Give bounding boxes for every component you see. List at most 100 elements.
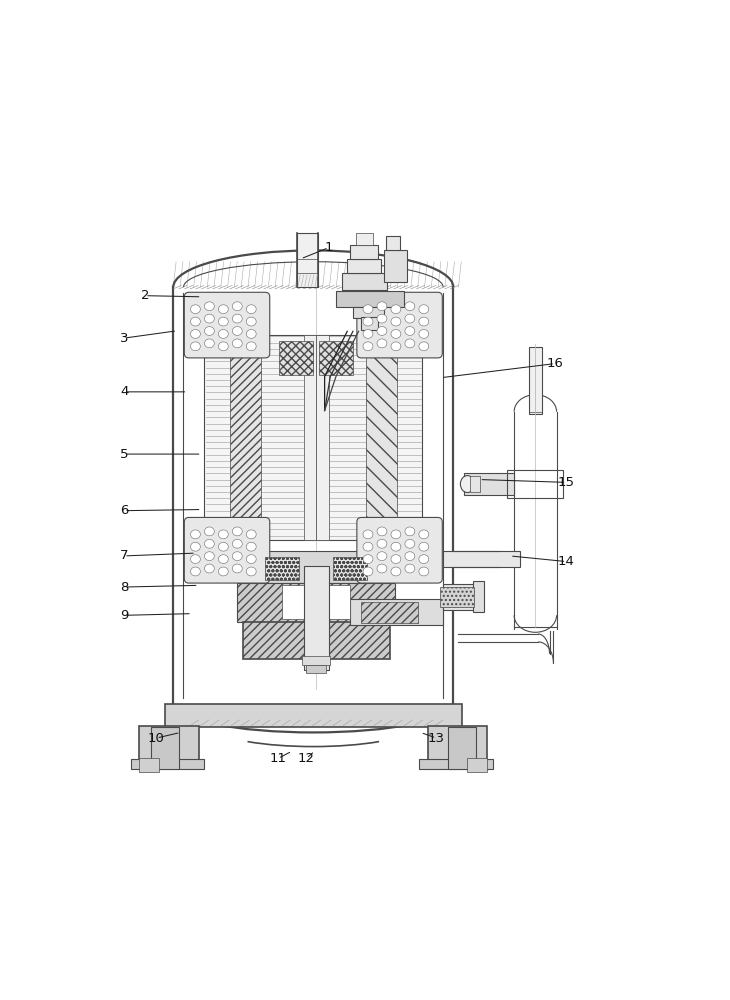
- Ellipse shape: [405, 302, 415, 311]
- Text: 1: 1: [325, 241, 333, 254]
- Bar: [347, 259, 381, 273]
- Bar: [440, 587, 474, 607]
- Bar: [139, 758, 159, 772]
- Bar: [333, 557, 367, 580]
- Ellipse shape: [218, 542, 228, 551]
- Bar: [507, 470, 564, 498]
- Bar: [304, 566, 328, 670]
- Text: 15: 15: [558, 476, 575, 489]
- Bar: [336, 291, 404, 307]
- Bar: [280, 341, 313, 375]
- Ellipse shape: [363, 542, 373, 551]
- Bar: [297, 233, 318, 287]
- Bar: [150, 727, 179, 769]
- FancyBboxPatch shape: [184, 292, 270, 358]
- Bar: [139, 726, 199, 764]
- Ellipse shape: [232, 314, 242, 323]
- Ellipse shape: [191, 542, 200, 551]
- Ellipse shape: [363, 330, 373, 338]
- Ellipse shape: [377, 314, 387, 323]
- Ellipse shape: [246, 330, 256, 338]
- Ellipse shape: [377, 552, 387, 561]
- Ellipse shape: [461, 476, 474, 493]
- Ellipse shape: [377, 327, 387, 335]
- Bar: [283, 585, 350, 619]
- Ellipse shape: [391, 317, 401, 326]
- Ellipse shape: [391, 555, 401, 564]
- Ellipse shape: [232, 327, 242, 335]
- Ellipse shape: [232, 527, 242, 536]
- Bar: [384, 250, 407, 282]
- Ellipse shape: [191, 317, 200, 326]
- Ellipse shape: [191, 330, 200, 338]
- Ellipse shape: [419, 567, 429, 576]
- Ellipse shape: [377, 302, 387, 311]
- Bar: [428, 726, 488, 764]
- Bar: [361, 602, 418, 623]
- Ellipse shape: [204, 327, 215, 335]
- Bar: [350, 245, 378, 259]
- Bar: [366, 341, 397, 534]
- Text: 16: 16: [547, 357, 564, 370]
- Ellipse shape: [246, 542, 256, 551]
- Ellipse shape: [218, 342, 228, 351]
- Ellipse shape: [246, 567, 256, 576]
- Bar: [316, 335, 328, 540]
- Bar: [342, 273, 387, 290]
- Ellipse shape: [204, 339, 215, 348]
- Bar: [464, 473, 514, 495]
- Ellipse shape: [391, 342, 401, 351]
- Text: 10: 10: [148, 732, 165, 745]
- Ellipse shape: [204, 564, 215, 573]
- Ellipse shape: [419, 342, 429, 351]
- Bar: [356, 233, 373, 245]
- Ellipse shape: [218, 555, 228, 564]
- Ellipse shape: [204, 539, 215, 548]
- Ellipse shape: [246, 342, 256, 351]
- Ellipse shape: [405, 339, 415, 348]
- Bar: [353, 307, 384, 318]
- Ellipse shape: [246, 305, 256, 314]
- Ellipse shape: [218, 330, 228, 338]
- Bar: [254, 551, 378, 583]
- Text: 12: 12: [298, 752, 315, 765]
- Text: 7: 7: [120, 549, 128, 562]
- Ellipse shape: [363, 530, 373, 539]
- Text: 8: 8: [120, 581, 128, 594]
- Bar: [447, 727, 476, 769]
- Ellipse shape: [391, 567, 401, 576]
- Bar: [470, 476, 480, 492]
- FancyBboxPatch shape: [357, 517, 442, 583]
- Ellipse shape: [218, 317, 228, 326]
- Bar: [420, 759, 493, 769]
- Ellipse shape: [363, 342, 373, 351]
- Bar: [204, 335, 422, 540]
- Ellipse shape: [191, 567, 200, 576]
- Ellipse shape: [232, 552, 242, 561]
- Ellipse shape: [419, 542, 429, 551]
- Text: 11: 11: [269, 752, 286, 765]
- Ellipse shape: [377, 539, 387, 548]
- Ellipse shape: [363, 555, 373, 564]
- Bar: [265, 557, 299, 580]
- Bar: [237, 583, 396, 622]
- Ellipse shape: [246, 555, 256, 564]
- Ellipse shape: [419, 530, 429, 539]
- Bar: [443, 551, 520, 567]
- Ellipse shape: [191, 555, 200, 564]
- Ellipse shape: [391, 305, 401, 314]
- Bar: [385, 236, 400, 250]
- Ellipse shape: [218, 530, 228, 539]
- Ellipse shape: [218, 305, 228, 314]
- Ellipse shape: [419, 330, 429, 338]
- Text: 5: 5: [120, 448, 128, 461]
- Ellipse shape: [391, 330, 401, 338]
- Ellipse shape: [204, 314, 215, 323]
- Bar: [306, 665, 326, 673]
- Bar: [230, 341, 261, 534]
- Ellipse shape: [363, 567, 373, 576]
- Ellipse shape: [191, 530, 200, 539]
- Bar: [242, 622, 390, 659]
- Ellipse shape: [246, 317, 256, 326]
- Ellipse shape: [204, 527, 215, 536]
